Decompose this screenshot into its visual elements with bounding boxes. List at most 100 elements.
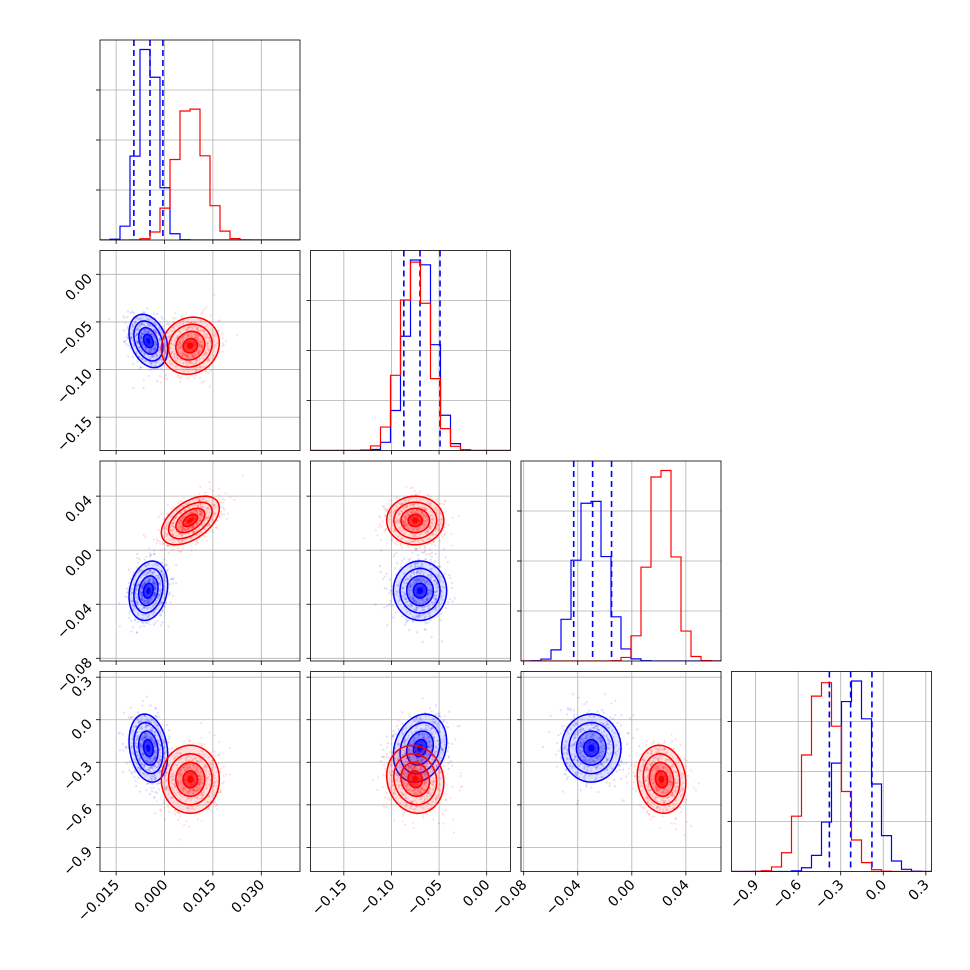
blue-point: [142, 332, 145, 336]
blue-point: [144, 565, 148, 568]
blue-point: [153, 591, 156, 594]
red-point: [186, 807, 189, 810]
red-point: [209, 328, 212, 331]
red-point: [412, 529, 415, 533]
blue-point: [154, 776, 157, 780]
blue-point: [174, 365, 177, 368]
red-point: [183, 787, 186, 790]
blue-point: [389, 589, 393, 592]
red-point: [186, 328, 189, 331]
red-point: [362, 537, 365, 540]
red-point: [213, 512, 217, 515]
red-point: [385, 509, 388, 512]
red-point: [197, 352, 201, 355]
blue-point: [389, 589, 392, 592]
blue-point: [150, 347, 153, 350]
red-point: [413, 502, 417, 506]
blue-point: [141, 699, 144, 703]
red-point: [418, 546, 422, 550]
red-point: [196, 508, 199, 511]
red-point: [417, 539, 420, 542]
blue-point: [158, 593, 161, 596]
blue-point: [436, 588, 439, 591]
red-point: [158, 539, 161, 543]
blue-point: [153, 588, 157, 591]
blue-point: [421, 606, 424, 610]
red-point: [200, 793, 203, 796]
red-point: [192, 356, 195, 359]
blue-point: [149, 598, 152, 601]
blue-point: [418, 578, 421, 582]
red-point: [198, 520, 201, 523]
red-point: [177, 335, 180, 338]
red-point: [401, 530, 404, 533]
red-point: [398, 520, 401, 523]
red-point: [174, 516, 177, 519]
blue-point: [156, 354, 159, 357]
blue-point: [139, 349, 142, 352]
red-point: [183, 508, 187, 511]
y-tick-label: −0.15: [54, 414, 96, 456]
blue-point: [394, 611, 397, 614]
blue-point: [151, 578, 154, 581]
red-point: [204, 516, 207, 519]
blue-point: [149, 553, 152, 557]
red-point: [241, 474, 244, 477]
blue-point: [148, 350, 151, 354]
blue-point: [398, 594, 401, 598]
red-point: [400, 537, 404, 540]
red-point: [186, 328, 189, 331]
red-point: [187, 766, 191, 769]
red-point: [206, 342, 209, 345]
blue-point: [424, 601, 427, 604]
blue-point: [158, 743, 161, 746]
blue-point: [133, 619, 137, 622]
red-point: [194, 366, 197, 370]
blue-point: [143, 582, 146, 585]
blue-point: [148, 571, 152, 574]
red-point: [217, 487, 221, 490]
red-point: [180, 505, 183, 508]
blue-point: [409, 575, 412, 578]
red-point: [143, 345, 147, 348]
blue-point: [163, 751, 166, 754]
red-point: [179, 541, 182, 544]
blue-point: [145, 724, 148, 727]
blue-point: [158, 582, 162, 586]
blue-point: [143, 599, 147, 602]
blue-point: [143, 359, 146, 363]
red-point: [171, 350, 174, 353]
blue-point: [421, 602, 425, 605]
blue-point: [130, 336, 133, 339]
red-point: [414, 535, 418, 538]
red-point: [424, 523, 427, 527]
blue-point: [157, 596, 160, 600]
blue-point: [149, 761, 152, 764]
blue-point: [153, 587, 157, 590]
red-point: [193, 756, 196, 760]
red-point: [426, 499, 429, 502]
red-point: [165, 366, 169, 369]
red-point: [199, 519, 202, 522]
blue-point: [418, 601, 422, 604]
red-point: [421, 533, 424, 536]
red-point: [173, 792, 176, 795]
red-point: [188, 531, 191, 535]
blue-point: [415, 601, 418, 604]
blue-point: [150, 718, 153, 722]
red-point: [180, 795, 183, 798]
red-point: [153, 350, 157, 353]
blue-point: [140, 323, 144, 326]
blue-point: [135, 587, 138, 591]
red-point: [188, 501, 191, 505]
blue-point: [153, 329, 156, 332]
red-point: [206, 324, 209, 327]
red-point: [208, 359, 211, 362]
red-point: [200, 510, 204, 514]
blue-point: [141, 322, 144, 325]
red-point: [185, 763, 188, 766]
blue-point: [436, 575, 439, 578]
red-point: [198, 330, 201, 333]
blue-point: [149, 317, 152, 320]
red-point: [199, 485, 202, 488]
